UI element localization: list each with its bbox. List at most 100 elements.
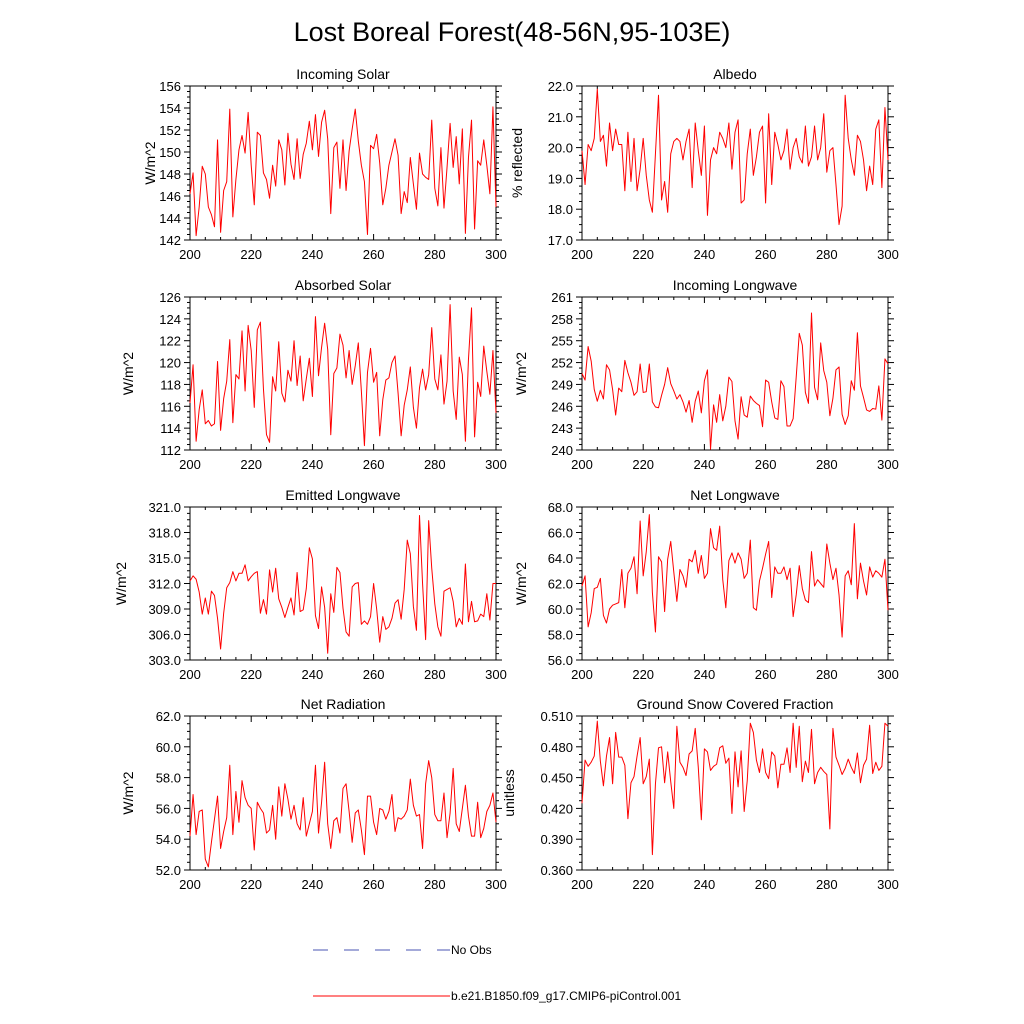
panel-title: Incoming Longwave bbox=[673, 277, 798, 293]
x-tick-label: 280 bbox=[816, 877, 838, 892]
y-tick-label: 144 bbox=[159, 211, 181, 226]
x-tick-label: 200 bbox=[179, 247, 201, 262]
y-tick-label: 124 bbox=[159, 312, 181, 327]
y-tick-label: 0.420 bbox=[540, 801, 573, 816]
x-tick-label: 240 bbox=[694, 457, 716, 472]
y-tick-label: 56.0 bbox=[156, 801, 181, 816]
y-tick-label: 318.0 bbox=[148, 526, 181, 541]
panels: Incoming Solar W/m^2 200 220 240 260 280 300 142… bbox=[113, 66, 899, 892]
y-tick-label: 312.0 bbox=[148, 577, 181, 592]
series-line-model bbox=[189, 515, 496, 654]
y-tick-label: 56.0 bbox=[548, 653, 573, 668]
x-tick-label: 280 bbox=[424, 877, 446, 892]
y-tick-label: 62.0 bbox=[156, 709, 181, 724]
x-tick-label: 220 bbox=[632, 457, 654, 472]
y-tick-label: 19.0 bbox=[548, 171, 573, 186]
y-axis-label: W/m^2 bbox=[113, 562, 129, 605]
figure-title: Lost Boreal Forest(48-56N,95-103E) bbox=[294, 17, 731, 47]
y-tick-label: 52.0 bbox=[156, 863, 181, 878]
x-tick-label: 200 bbox=[571, 667, 593, 682]
x-tick-label: 240 bbox=[302, 667, 324, 682]
y-tick-label: 68.0 bbox=[548, 500, 573, 515]
y-axis-label: W/m^2 bbox=[142, 141, 158, 184]
y-tick-label: 152 bbox=[159, 123, 181, 138]
y-tick-label: 315.0 bbox=[148, 551, 181, 566]
y-tick-label: 60.0 bbox=[548, 602, 573, 617]
y-tick-label: 309.0 bbox=[148, 602, 181, 617]
legend-obs-label: No Obs bbox=[451, 943, 492, 957]
x-tick-label: 220 bbox=[240, 877, 262, 892]
y-tick-label: 122 bbox=[159, 334, 181, 349]
y-tick-label: 252 bbox=[551, 356, 573, 371]
panel-title: Net Radiation bbox=[301, 696, 386, 712]
y-tick-label: 0.390 bbox=[540, 832, 573, 847]
x-tick-label: 240 bbox=[302, 247, 324, 262]
y-tick-label: 142 bbox=[159, 233, 181, 248]
x-tick-label: 300 bbox=[485, 457, 507, 472]
series-line-model bbox=[189, 304, 497, 447]
panel-title: Absorbed Solar bbox=[295, 277, 392, 293]
y-tick-label: 150 bbox=[159, 145, 181, 160]
x-tick-label: 280 bbox=[816, 667, 838, 682]
y-tick-label: 0.510 bbox=[540, 709, 573, 724]
x-tick-label: 300 bbox=[877, 247, 899, 262]
x-tick-label: 280 bbox=[424, 457, 446, 472]
y-tick-label: 126 bbox=[159, 290, 181, 305]
y-tick-label: 306.0 bbox=[148, 628, 181, 643]
x-tick-label: 240 bbox=[694, 247, 716, 262]
x-tick-label: 260 bbox=[755, 877, 777, 892]
y-axis-label: unitless bbox=[501, 769, 517, 816]
y-tick-label: 154 bbox=[159, 101, 181, 116]
y-tick-label: 321.0 bbox=[148, 500, 181, 515]
x-tick-label: 200 bbox=[571, 457, 593, 472]
y-tick-label: 156 bbox=[159, 79, 181, 94]
y-axis-label: W/m^2 bbox=[513, 562, 529, 605]
y-tick-label: 243 bbox=[551, 421, 573, 436]
series-line-model bbox=[581, 720, 889, 856]
y-tick-label: 116 bbox=[160, 399, 181, 414]
y-tick-label: 0.450 bbox=[540, 771, 573, 786]
x-tick-label: 200 bbox=[179, 667, 201, 682]
x-tick-label: 200 bbox=[179, 877, 201, 892]
chart-panel-absorbed-solar: Absorbed Solar W/m^2 200 220 240 260 280 300 112… bbox=[120, 277, 507, 472]
x-tick-label: 300 bbox=[877, 667, 899, 682]
y-tick-label: 22.0 bbox=[548, 79, 573, 94]
legend: No Obs b.e21.B1850.f09_g17.CMIP6-piContr… bbox=[313, 943, 681, 1003]
series-line-model bbox=[581, 514, 889, 638]
x-tick-label: 260 bbox=[363, 457, 385, 472]
y-tick-label: 54.0 bbox=[156, 832, 181, 847]
chart-panel-emitted-longwave: Emitted Longwave W/m^2 200 220 240 260 280 300 3… bbox=[113, 487, 507, 682]
x-tick-label: 260 bbox=[363, 247, 385, 262]
y-tick-label: 0.360 bbox=[540, 863, 573, 878]
x-tick-label: 260 bbox=[363, 667, 385, 682]
y-tick-label: 255 bbox=[551, 334, 573, 349]
series-line-model bbox=[189, 106, 497, 237]
y-tick-label: 18.0 bbox=[548, 202, 573, 217]
x-tick-label: 240 bbox=[302, 457, 324, 472]
x-tick-label: 280 bbox=[424, 247, 446, 262]
x-tick-label: 280 bbox=[816, 457, 838, 472]
chart-panel-albedo: Albedo % reflected 200 220 240 260 280 300 17.0 1… bbox=[509, 66, 899, 262]
x-tick-label: 240 bbox=[694, 667, 716, 682]
y-tick-label: 21.0 bbox=[548, 110, 573, 125]
y-tick-label: 64.0 bbox=[548, 551, 573, 566]
y-tick-label: 58.0 bbox=[548, 628, 573, 643]
y-tick-label: 249 bbox=[551, 377, 573, 392]
y-tick-label: 146 bbox=[159, 189, 181, 204]
chart-panel-ground-snow-covered-fraction: Ground Snow Covered Fraction unitless 200 2… bbox=[501, 696, 899, 892]
panel-title: Net Longwave bbox=[690, 487, 780, 503]
chart-panel-incoming-longwave: Incoming Longwave W/m^2 200 220 240 260 280 300… bbox=[513, 277, 899, 472]
y-axis-label: W/m^2 bbox=[513, 352, 529, 395]
y-tick-label: 112 bbox=[160, 443, 181, 458]
x-tick-label: 240 bbox=[694, 877, 716, 892]
y-tick-label: 114 bbox=[160, 421, 181, 436]
x-tick-label: 220 bbox=[240, 457, 262, 472]
x-tick-label: 300 bbox=[877, 877, 899, 892]
x-tick-label: 220 bbox=[632, 247, 654, 262]
x-tick-label: 200 bbox=[571, 247, 593, 262]
panel-title: Incoming Solar bbox=[296, 66, 390, 82]
x-tick-label: 220 bbox=[632, 667, 654, 682]
panel-title: Emitted Longwave bbox=[285, 487, 400, 503]
x-tick-label: 300 bbox=[485, 247, 507, 262]
